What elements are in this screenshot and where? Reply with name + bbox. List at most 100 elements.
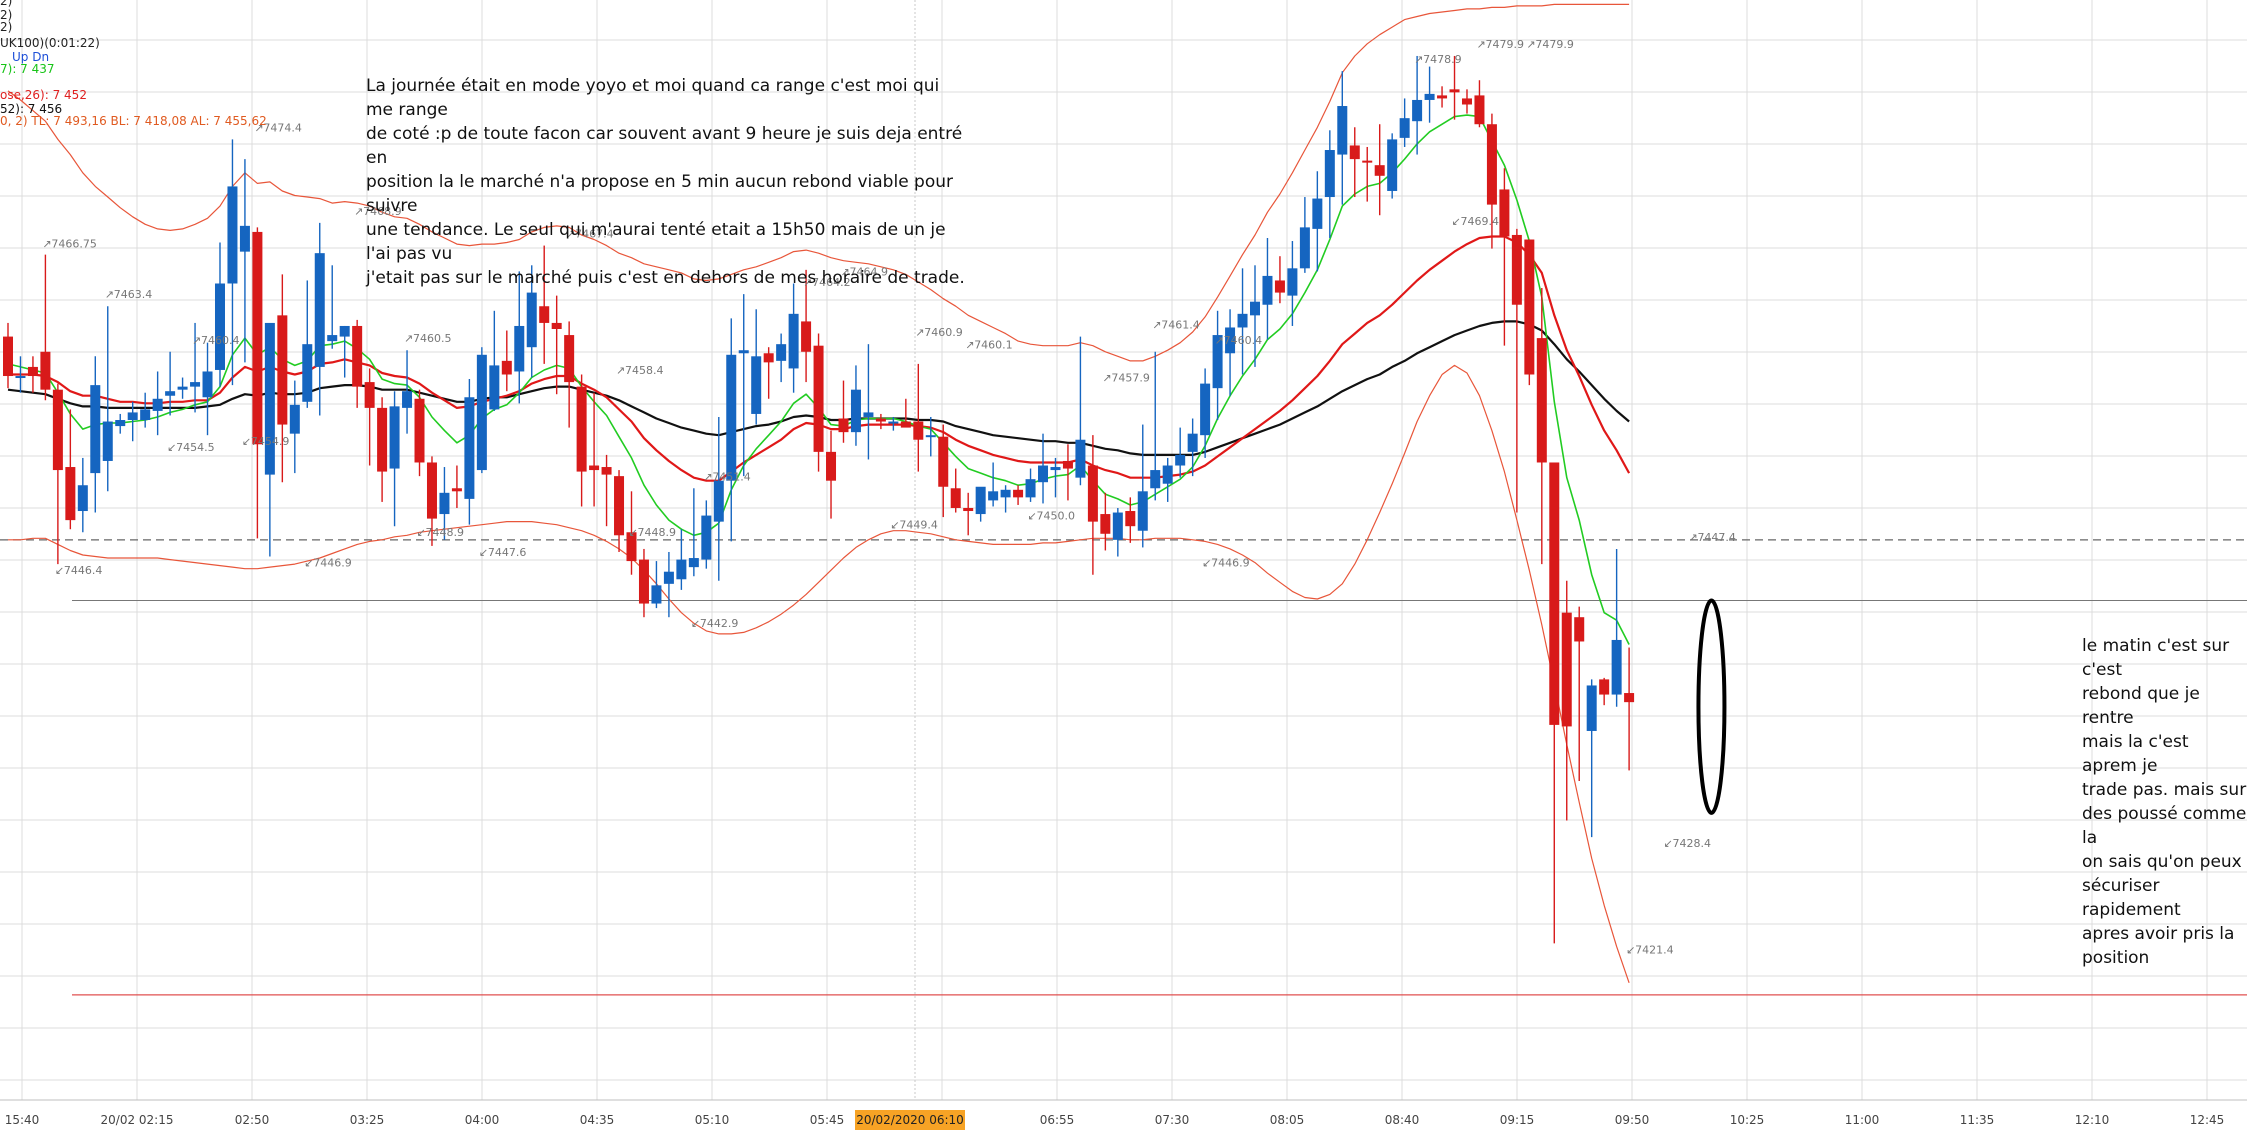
candle bbox=[277, 274, 288, 483]
candle bbox=[27, 356, 38, 393]
candle-body bbox=[1274, 280, 1285, 293]
candle bbox=[539, 245, 550, 364]
candle bbox=[925, 416, 936, 457]
candle bbox=[377, 397, 388, 502]
candle bbox=[975, 486, 986, 522]
candle bbox=[15, 356, 26, 393]
low-marker-label: 7446.4 bbox=[64, 564, 103, 577]
high-marker-label: 7461.4 bbox=[1161, 319, 1200, 332]
candle bbox=[713, 416, 724, 581]
candle-body bbox=[1374, 165, 1385, 176]
low-marker-label: 7454.9 bbox=[251, 435, 290, 448]
candle bbox=[1262, 237, 1273, 340]
candle-body bbox=[1075, 439, 1086, 478]
high-marker-arrow: ↗ bbox=[703, 470, 712, 483]
high-marker-label: 7464.2 bbox=[812, 276, 851, 289]
candle-body bbox=[1212, 335, 1223, 389]
candle bbox=[1274, 256, 1285, 304]
candle bbox=[963, 492, 974, 536]
candle bbox=[676, 529, 687, 590]
candle-body bbox=[1262, 275, 1273, 305]
candle bbox=[813, 333, 824, 472]
time-label: 04:35 bbox=[580, 1113, 615, 1127]
candle bbox=[239, 159, 250, 363]
candle bbox=[190, 322, 201, 413]
legend-line-2: 2) bbox=[0, 8, 13, 22]
high-marker-arrow: ↗ bbox=[1215, 334, 1224, 347]
high-marker-arrow: ↗ bbox=[1526, 38, 1535, 51]
candle-body bbox=[501, 360, 512, 375]
candle-body bbox=[1137, 491, 1148, 531]
candle-body bbox=[402, 391, 413, 408]
candle-body bbox=[15, 376, 26, 379]
time-label: 09:50 bbox=[1615, 1113, 1650, 1127]
candle-body bbox=[1424, 93, 1435, 100]
low-marker-label: 7428.4 bbox=[1673, 837, 1712, 850]
low-marker-arrow: ↙ bbox=[1202, 557, 1211, 570]
candle-body bbox=[1013, 489, 1024, 498]
time-label: 11:35 bbox=[1960, 1113, 1995, 1127]
candle-body bbox=[850, 389, 861, 433]
candle-body bbox=[1536, 338, 1547, 463]
legend-updown: Up Dn bbox=[12, 50, 50, 64]
candle bbox=[1461, 89, 1472, 114]
candle-body bbox=[1250, 301, 1260, 316]
low-marker-label: 7442.9 bbox=[700, 617, 739, 630]
candle-body bbox=[1324, 150, 1335, 198]
candle-body bbox=[227, 186, 238, 284]
candle-body bbox=[975, 486, 986, 515]
candle-body bbox=[676, 559, 687, 580]
candle-body bbox=[264, 322, 275, 475]
candle-body bbox=[1387, 139, 1398, 191]
candle bbox=[1075, 336, 1086, 486]
candle bbox=[1399, 98, 1410, 147]
candle-body bbox=[888, 421, 899, 424]
candle bbox=[1062, 444, 1073, 501]
high-marker-arrow: ↗ bbox=[840, 265, 849, 278]
candle bbox=[3, 322, 13, 389]
candle bbox=[663, 551, 674, 618]
time-label: 12:45 bbox=[2190, 1113, 2225, 1127]
candle-body bbox=[214, 283, 225, 370]
highlight-layer bbox=[1696, 598, 1727, 815]
candle-body bbox=[763, 353, 774, 363]
candle-body bbox=[277, 315, 288, 425]
highlighted-date-label: 20/02/2020 06:10 bbox=[855, 1110, 965, 1130]
candle-body bbox=[1162, 465, 1173, 484]
candle-body bbox=[1474, 95, 1485, 125]
candle-body bbox=[27, 366, 38, 377]
high-marker-arrow: ↗ bbox=[105, 288, 114, 301]
candle bbox=[1050, 457, 1061, 498]
candle bbox=[1025, 468, 1036, 502]
candle-body bbox=[788, 313, 799, 369]
low-marker-label: 7447.6 bbox=[488, 546, 527, 559]
candle-body bbox=[1187, 433, 1198, 452]
candle-body bbox=[364, 382, 375, 408]
candle bbox=[1162, 457, 1173, 502]
candle bbox=[1137, 424, 1148, 548]
high-marker-label: 7474.4 bbox=[263, 121, 302, 134]
low-marker-arrow: ↙ bbox=[479, 546, 488, 559]
candle bbox=[564, 321, 575, 428]
candle bbox=[1624, 647, 1635, 771]
candle-body bbox=[1062, 460, 1073, 469]
candle bbox=[314, 222, 325, 416]
high-marker-arrow: ↗ bbox=[42, 237, 51, 250]
candle bbox=[1100, 492, 1111, 551]
candle-body bbox=[327, 335, 338, 342]
time-label: 07:30 bbox=[1155, 1113, 1190, 1127]
candle bbox=[788, 283, 799, 393]
candle bbox=[1250, 265, 1260, 367]
candle-body bbox=[1287, 268, 1298, 296]
candle bbox=[476, 347, 487, 474]
candle-body bbox=[1025, 479, 1036, 498]
high-marker-arrow: ↗ bbox=[354, 205, 363, 218]
candle bbox=[1112, 507, 1123, 557]
candle bbox=[1038, 433, 1049, 504]
candle-body bbox=[202, 371, 213, 398]
legend-line-1: 2) bbox=[0, 0, 13, 8]
candle bbox=[414, 389, 425, 477]
candle bbox=[801, 269, 812, 383]
candle-body bbox=[900, 421, 911, 428]
candle bbox=[1349, 127, 1360, 198]
